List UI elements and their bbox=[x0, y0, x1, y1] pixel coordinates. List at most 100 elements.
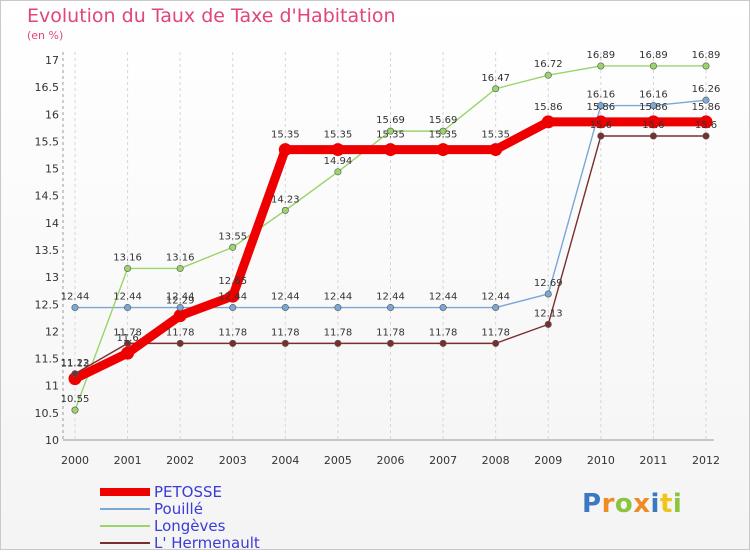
y-tick-label: 15.5 bbox=[35, 135, 60, 148]
data-label: 15.86 bbox=[587, 102, 616, 113]
data-label: 16.72 bbox=[534, 59, 563, 70]
legend-label: Pouillé bbox=[154, 499, 203, 518]
data-point bbox=[281, 339, 289, 347]
data-label: 16.47 bbox=[481, 73, 510, 84]
data-label: 11.78 bbox=[113, 327, 142, 338]
data-point bbox=[492, 304, 500, 312]
data-point bbox=[541, 115, 555, 129]
data-point bbox=[489, 143, 503, 157]
logo-letter: i bbox=[672, 489, 683, 519]
data-point bbox=[544, 71, 552, 79]
series-layer bbox=[68, 62, 713, 414]
data-label: 16.89 bbox=[692, 50, 721, 61]
data-label: 12.65 bbox=[218, 276, 247, 287]
legend-label: L' Hermenault bbox=[154, 533, 260, 552]
data-point bbox=[699, 115, 713, 129]
x-tick-label: 2000 bbox=[61, 454, 89, 467]
y-tick-label: 14 bbox=[45, 217, 59, 230]
y-tick-label: 13.5 bbox=[35, 244, 60, 257]
y-tick-label: 12.5 bbox=[35, 298, 60, 311]
y-tick-label: 17 bbox=[45, 54, 59, 67]
x-tick-label: 2012 bbox=[692, 454, 720, 467]
data-point bbox=[334, 168, 342, 176]
logo-letter: i bbox=[650, 489, 660, 519]
legend: PETOSSE Pouillé Longèves L' Hermenault bbox=[100, 482, 260, 552]
data-label: 11.78 bbox=[429, 327, 458, 338]
data-point bbox=[229, 339, 237, 347]
data-label: 16.26 bbox=[692, 84, 721, 95]
data-point bbox=[68, 372, 82, 386]
logo-letter: o bbox=[614, 489, 634, 519]
data-point bbox=[649, 132, 657, 140]
x-tick-label: 2001 bbox=[114, 454, 142, 467]
data-point bbox=[492, 85, 500, 93]
axes: 10 10.5 11 11.5 12 12.5 13 13.5 14 14.5 15 15.5 16 16… bbox=[35, 52, 720, 467]
data-point bbox=[386, 339, 394, 347]
x-tick-label: 2011 bbox=[639, 454, 667, 467]
data-label: 15.6 bbox=[695, 120, 717, 131]
data-point bbox=[384, 143, 397, 157]
y-unit-label: (en %) bbox=[27, 29, 64, 42]
legend-swatch bbox=[100, 541, 150, 544]
data-point bbox=[334, 304, 342, 312]
y-tick-label: 15 bbox=[45, 163, 59, 176]
data-label: 15.69 bbox=[429, 115, 458, 126]
data-point bbox=[71, 370, 79, 378]
data-label: 11.13 bbox=[61, 359, 90, 370]
data-label: 12.44 bbox=[113, 292, 142, 303]
data-point bbox=[492, 339, 500, 347]
y-tick-label: 16 bbox=[45, 108, 59, 121]
data-label: 12.44 bbox=[429, 292, 458, 303]
data-point bbox=[544, 290, 552, 298]
logo-letter: t bbox=[659, 489, 673, 519]
data-label: 12.29 bbox=[166, 296, 195, 307]
data-point bbox=[597, 62, 605, 70]
data-point bbox=[176, 339, 184, 347]
data-label: 12.44 bbox=[218, 292, 247, 303]
data-label: 11.78 bbox=[166, 327, 195, 338]
data-point bbox=[646, 115, 660, 129]
data-point bbox=[702, 132, 710, 140]
data-point bbox=[226, 289, 240, 303]
data-label: 11.78 bbox=[324, 327, 353, 338]
y-tick-label: 11 bbox=[45, 380, 59, 393]
chart-title: Evolution du Taux de Taxe d'Habitation bbox=[27, 5, 396, 27]
data-point bbox=[702, 96, 710, 104]
y-tick-label: 11.5 bbox=[35, 353, 60, 366]
data-label: 15.35 bbox=[324, 130, 353, 141]
x-tick-label: 2006 bbox=[377, 454, 405, 467]
data-label: 12.44 bbox=[324, 292, 353, 303]
data-label: 12.44 bbox=[271, 292, 300, 303]
data-point bbox=[331, 143, 345, 157]
data-label: 11.6 bbox=[116, 333, 138, 344]
legend-item: Pouillé bbox=[100, 499, 260, 518]
data-label: 15.6 bbox=[642, 120, 664, 131]
x-tick-label: 2005 bbox=[324, 454, 352, 467]
y-tick-label: 13 bbox=[45, 271, 59, 284]
data-label: 13.55 bbox=[218, 231, 247, 242]
legend-label: PETOSSE bbox=[154, 482, 223, 501]
data-point bbox=[649, 102, 657, 110]
data-label: 13.16 bbox=[113, 252, 142, 263]
data-label: 16.16 bbox=[587, 90, 616, 101]
legend-item: PETOSSE bbox=[100, 482, 260, 501]
data-point bbox=[544, 320, 552, 328]
data-label: 12.44 bbox=[61, 292, 90, 303]
data-label: 15.35 bbox=[429, 130, 458, 141]
data-label: 12.44 bbox=[376, 292, 405, 303]
data-label: 16.89 bbox=[639, 50, 668, 61]
data-point bbox=[173, 309, 187, 323]
y-tick-label: 12 bbox=[45, 325, 59, 338]
proxiti-logo: Proxiti bbox=[582, 489, 682, 519]
data-point bbox=[702, 62, 710, 70]
x-tick-label: 2002 bbox=[166, 454, 194, 467]
data-label: 10.55 bbox=[61, 394, 90, 405]
y-tick-label: 16.5 bbox=[35, 81, 60, 94]
data-point bbox=[229, 304, 237, 312]
data-labels: 11.13 11.6 12.29 12.65 15.35 15.35 15.35 15.35 1… bbox=[61, 50, 721, 405]
data-label: 16.16 bbox=[639, 90, 668, 101]
data-point bbox=[281, 206, 289, 214]
data-point bbox=[597, 102, 605, 110]
data-label: 15.35 bbox=[376, 130, 405, 141]
